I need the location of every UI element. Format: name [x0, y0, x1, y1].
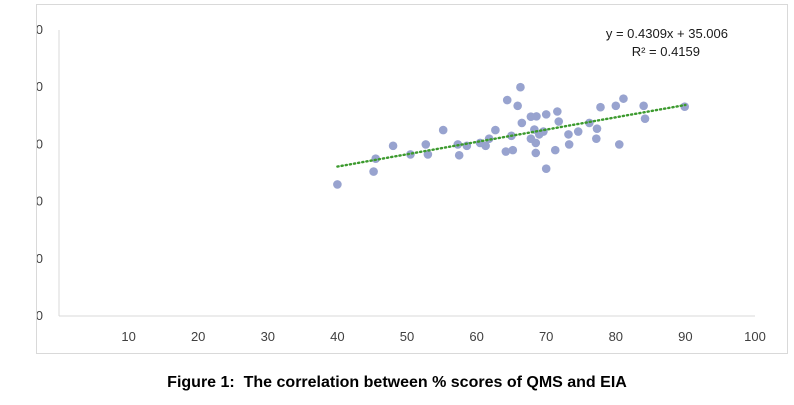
- data-point: [531, 148, 541, 158]
- scatter-chart: 0 20 40 60 80 100 10 20 30 40 50 60 70 80 90 100 y = 0…: [37, 22, 766, 344]
- data-point: [508, 145, 518, 155]
- data-point: [554, 117, 564, 126]
- data-point: [481, 141, 490, 151]
- data-point: [640, 114, 650, 123]
- data-point: [564, 140, 574, 149]
- data-point: [592, 134, 601, 143]
- figure-caption: Figure 1: The correlation between % scor…: [167, 374, 627, 391]
- data-point: [550, 145, 560, 155]
- data-points: [333, 82, 690, 189]
- data-point: [541, 164, 551, 174]
- trendline: [336, 103, 687, 168]
- data-point: [611, 101, 621, 111]
- data-point: [421, 140, 431, 149]
- data-point: [369, 167, 378, 176]
- x-tick-label: 100: [744, 329, 766, 344]
- chart-frame: 0 20 40 60 80 100 10 20 30 40 50 60 70 80 90 100 y = 0…: [36, 4, 788, 354]
- y-tick-label: 60: [37, 136, 43, 151]
- data-point: [614, 140, 624, 149]
- trendline-equation-label: y = 0.4309x + 35.006: [606, 26, 728, 41]
- y-tick-label: 100: [37, 22, 43, 37]
- data-point: [592, 124, 602, 133]
- x-tick-label: 90: [678, 329, 692, 344]
- data-point: [553, 107, 562, 116]
- x-axis-tick-labels: 10 20 30 40 50 60 70 80 90 100: [121, 329, 765, 344]
- x-tick-label: 40: [330, 329, 344, 344]
- data-point: [517, 118, 527, 128]
- data-point: [333, 180, 342, 189]
- data-point: [502, 95, 512, 105]
- axes: [58, 30, 755, 317]
- x-tick-label: 20: [191, 329, 205, 344]
- data-point: [423, 150, 433, 159]
- y-tick-label: 80: [37, 79, 43, 94]
- x-tick-label: 60: [469, 329, 483, 344]
- data-point: [639, 101, 648, 111]
- data-point: [564, 130, 573, 139]
- data-point: [388, 141, 398, 151]
- y-tick-label: 20: [37, 251, 43, 266]
- data-point: [454, 150, 464, 160]
- data-point: [501, 147, 511, 156]
- data-point: [680, 102, 690, 111]
- data-point: [516, 82, 525, 92]
- data-point: [573, 127, 583, 136]
- data-point: [531, 138, 541, 148]
- y-tick-label: 0: [37, 308, 43, 323]
- x-tick-label: 30: [261, 329, 275, 344]
- data-point: [491, 125, 500, 135]
- trendline-group: [336, 103, 687, 168]
- x-tick-label: 10: [121, 329, 135, 344]
- trendline-r2-label: R² = 0.4159: [632, 44, 700, 59]
- y-tick-label: 40: [37, 194, 43, 209]
- data-point: [513, 101, 522, 111]
- x-tick-label: 50: [400, 329, 414, 344]
- data-point: [532, 112, 541, 121]
- x-tick-label: 70: [539, 329, 553, 344]
- data-point: [619, 94, 628, 103]
- y-axis-tick-labels: 0 20 40 60 80 100: [37, 22, 43, 323]
- data-point: [438, 125, 448, 135]
- data-point: [541, 110, 551, 119]
- x-tick-label: 80: [609, 329, 623, 344]
- data-point: [596, 102, 605, 112]
